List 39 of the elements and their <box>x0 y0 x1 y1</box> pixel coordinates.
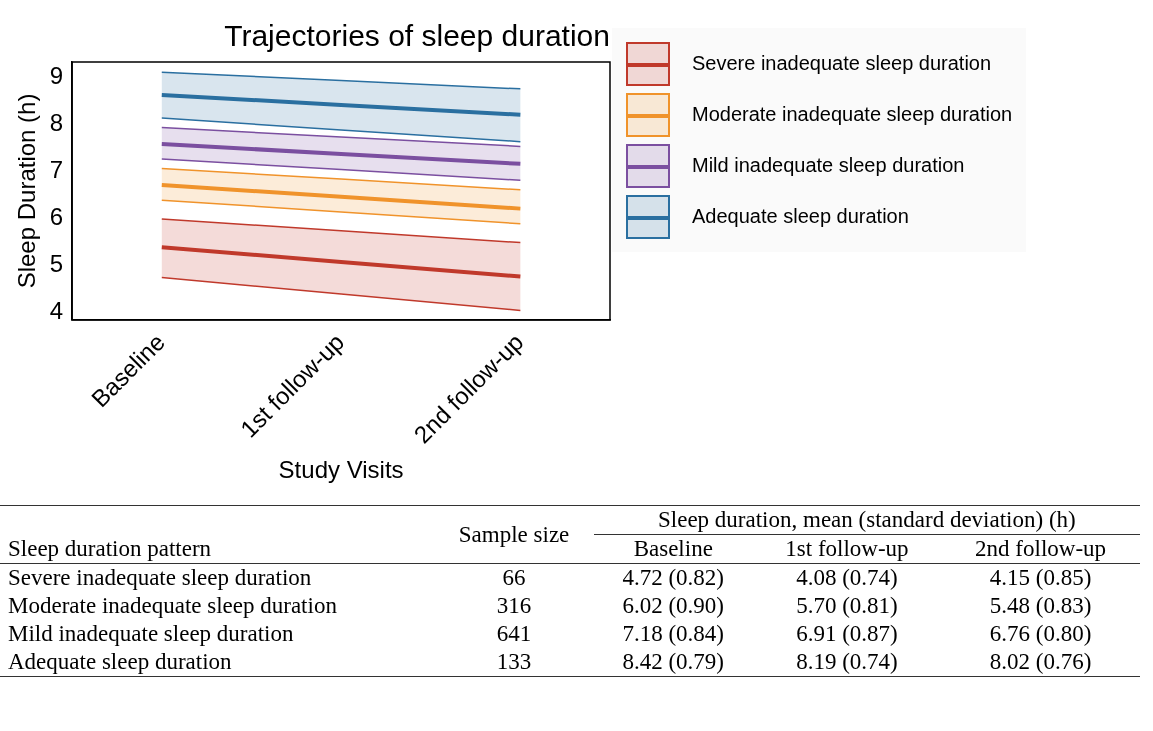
y-tick-label: 5 <box>49 250 64 278</box>
text: 5.70 (0.81) <box>796 593 898 618</box>
category-label: 1st follow-up <box>752 534 942 564</box>
text: 641 <box>496 621 532 646</box>
y-axis-title: Sleep Duration (h) <box>13 93 41 289</box>
category-label: 2nd follow-up <box>941 534 1140 564</box>
category-label: Baseline <box>593 534 753 564</box>
category-label: Severe inadequate sleep duration <box>8 565 312 590</box>
y-tick-label: 4 <box>49 297 64 325</box>
x-axis-title: Study Visits <box>278 456 404 484</box>
y-tick-label: 8 <box>49 108 64 136</box>
legend-label: Mild inadequate sleep duration <box>692 154 965 177</box>
category-label: Adequate sleep duration <box>8 649 232 674</box>
text: 8.02 (0.76) <box>989 649 1092 674</box>
text: 4.72 (0.82) <box>622 565 725 590</box>
legend-label: Severe inadequate sleep duration <box>692 52 992 75</box>
text: 7.18 (0.84) <box>622 621 725 646</box>
text: 4.08 (0.74) <box>796 565 898 590</box>
text: 8.19 (0.74) <box>796 649 898 674</box>
text: 6.91 (0.87) <box>796 621 898 646</box>
text: 6.76 (0.80) <box>989 621 1092 646</box>
y-tick-label: 7 <box>49 156 64 183</box>
y-tick-label: 6 <box>49 203 64 231</box>
category-label: Sample size <box>434 505 594 564</box>
legend-label: Moderate inadequate sleep duration <box>692 103 1013 126</box>
text: 4.15 (0.85) <box>989 565 1092 590</box>
text: 316 <box>496 593 532 618</box>
text: Sleep duration pattern <box>0 534 435 564</box>
text: 5.48 (0.83) <box>989 593 1092 618</box>
category-label: Moderate inadequate sleep duration <box>8 593 337 618</box>
text: Sleep duration, mean (standard deviation) (h) <box>593 505 1140 535</box>
text: 66 <box>502 565 526 590</box>
category-label: Mild inadequate sleep duration <box>8 621 294 646</box>
text: 133 <box>496 649 532 674</box>
text: 8.42 (0.79) <box>622 649 725 674</box>
chart-title: Trajectories of sleep duration <box>224 19 610 53</box>
text: 6.02 (0.90) <box>622 593 725 618</box>
y-tick-label: 9 <box>49 61 64 89</box>
legend-label: Adequate sleep duration <box>692 205 909 228</box>
